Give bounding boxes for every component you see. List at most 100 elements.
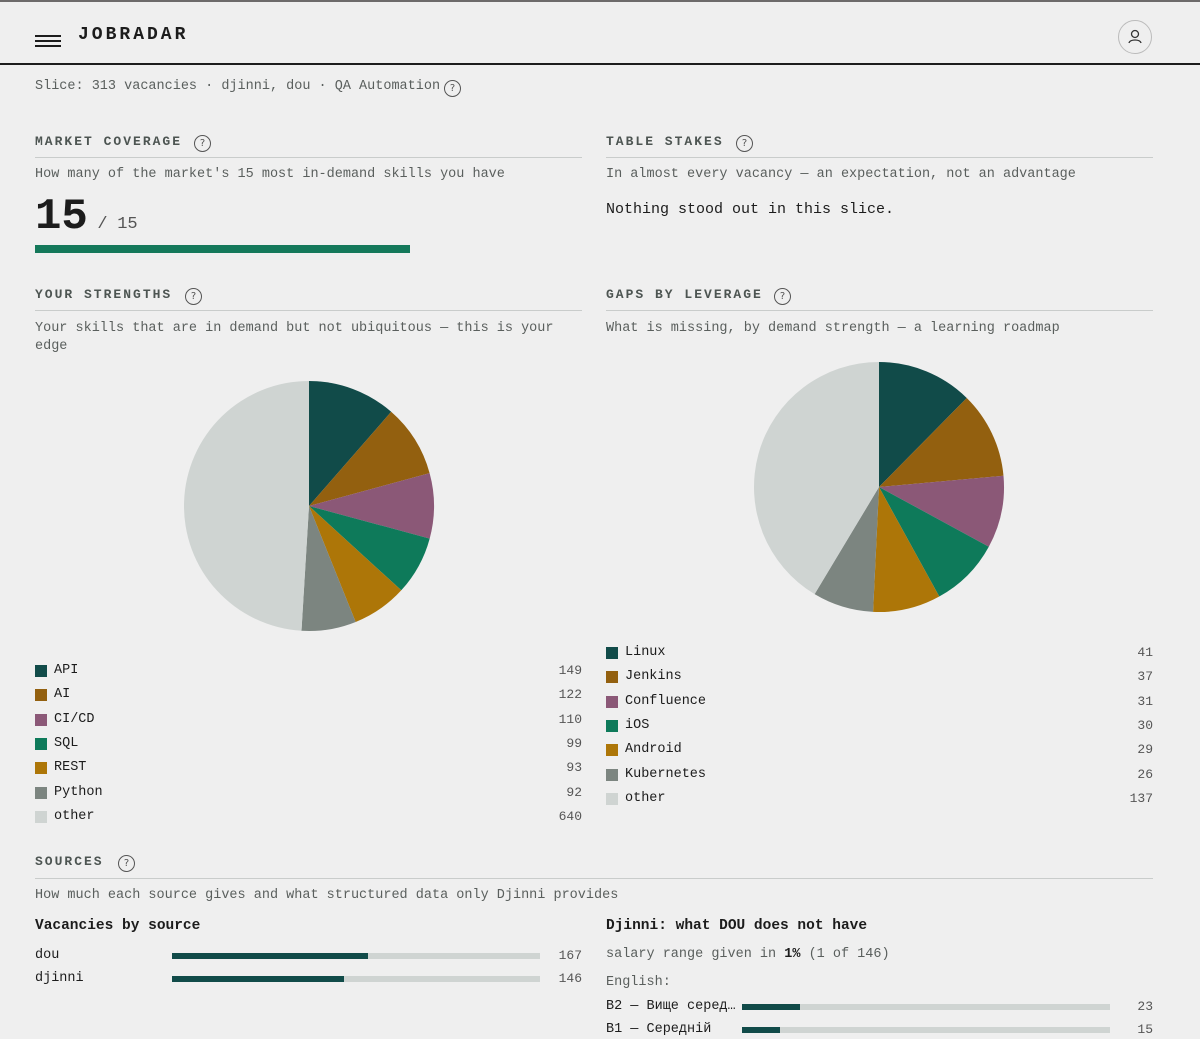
total: 15 <box>117 215 138 234</box>
bar-value: 167 <box>558 948 582 963</box>
bar-track <box>172 976 540 982</box>
bar <box>742 1004 800 1010</box>
legend-swatch <box>606 744 618 757</box>
legend-label: Python <box>54 784 103 800</box>
bar <box>742 1027 780 1033</box>
legend-swatch <box>606 671 618 684</box>
rule <box>35 878 1153 879</box>
help[interactable]: ? <box>736 135 753 152</box>
legend-swatch <box>606 647 618 659</box>
legend-label: iOS <box>625 717 650 733</box>
text: salary range given in <box>606 947 777 962</box>
pie-slice <box>309 506 402 622</box>
menu-button[interactable] <box>34 34 62 48</box>
legend-value: 110 <box>558 711 582 727</box>
legend-value: 99 <box>566 735 582 751</box>
legend-swatch <box>35 786 47 799</box>
pie-slice <box>309 411 430 506</box>
legend-label: Linux <box>625 645 666 660</box>
legend-value: 41 <box>1137 645 1153 660</box>
bar <box>172 976 344 982</box>
block-title: Vacancies by source <box>35 918 201 934</box>
bar <box>172 953 369 959</box>
legend-swatch <box>35 762 47 775</box>
help[interactable]: ? <box>194 135 211 152</box>
section-title: YOUR STRENGTHS <box>35 287 173 302</box>
legend-value: 640 <box>558 808 582 824</box>
pie-slice <box>814 487 879 612</box>
subtitle: How many of the market's 15 most in-dema… <box>35 167 505 182</box>
coverage-track <box>35 245 410 253</box>
legend-swatch <box>606 719 618 732</box>
pie-slice <box>879 362 967 487</box>
rule <box>606 157 1153 158</box>
legend-swatch <box>35 665 47 677</box>
pie-slice <box>309 506 430 591</box>
bar-label: B1 — Середній <box>606 1022 712 1037</box>
legend-value: 137 <box>1129 790 1153 806</box>
subtitle: What is missing, by demand strength — a … <box>606 321 1060 336</box>
legend-label: AI <box>54 687 71 703</box>
bar-track <box>172 953 540 959</box>
legend-label: Confluence <box>625 693 707 709</box>
block-title: Djinni: what DOU does not have <box>606 918 868 934</box>
legend-value: 122 <box>558 687 582 703</box>
legend-value: 92 <box>566 784 582 800</box>
rule <box>606 310 1153 311</box>
legend-value: 30 <box>1137 717 1153 733</box>
legend-label: other <box>54 808 95 824</box>
separator: / <box>97 215 108 234</box>
message: Nothing stood out in this slice. <box>606 201 895 218</box>
coverage-score: 15 / 15 <box>35 193 138 249</box>
pie-slice <box>309 473 435 539</box>
legend-label: Kubernetes <box>625 766 707 782</box>
have: 15 <box>35 192 88 242</box>
legend-value: 149 <box>558 663 582 678</box>
help[interactable]: ? <box>444 80 461 97</box>
coverage-fill <box>35 245 410 253</box>
pie-slice <box>183 381 309 631</box>
salary-info: salary range given in 1% (1 of 146) <box>606 946 890 964</box>
legend-swatch <box>606 792 618 805</box>
user-button[interactable] <box>1117 19 1153 55</box>
legend-swatch <box>35 737 47 750</box>
pie-charts <box>183 362 1005 631</box>
legend-value: 29 <box>1137 742 1153 758</box>
subtitle: In almost every vacancy — an expectation… <box>606 167 1076 182</box>
legend-label: Android <box>625 742 682 758</box>
bar-value: 146 <box>558 971 582 986</box>
legend-swatch <box>606 695 618 708</box>
legend-value: 37 <box>1137 669 1153 685</box>
legend-swatch <box>35 713 47 726</box>
pct: 1% <box>784 947 801 962</box>
slice-info: Slice: 313 vacancies · djinni, dou · QA … <box>35 79 441 94</box>
pie-slice <box>879 397 1004 487</box>
bar-track <box>742 1004 1110 1010</box>
section-title: SOURCES <box>35 854 104 869</box>
brand: JOBRADAR <box>78 25 189 45</box>
pie-slice <box>754 362 879 595</box>
section-title: MARKET COVERAGE <box>35 134 183 149</box>
legend-value: 93 <box>566 760 582 776</box>
header-rule <box>0 63 1200 65</box>
bar-value: 15 <box>1137 1022 1153 1037</box>
section-title: GAPS BY LEVERAGE <box>606 287 763 302</box>
legend-label: CI/CD <box>54 711 95 727</box>
bar-label: B2 — Вище серед… <box>606 999 736 1014</box>
legend-swatch <box>35 689 47 702</box>
rule <box>35 310 582 311</box>
legend-swatch <box>606 768 618 781</box>
legend-value: 31 <box>1137 693 1153 709</box>
help[interactable]: ? <box>774 288 791 305</box>
text: (1 of 146) <box>808 947 890 962</box>
legend-swatch <box>35 810 47 823</box>
pie-slice <box>301 506 356 631</box>
rule <box>35 157 582 158</box>
help[interactable]: ? <box>118 855 135 872</box>
help[interactable]: ? <box>185 288 202 305</box>
pie-slice <box>873 487 940 612</box>
top-border <box>0 0 1200 2</box>
bar-value: 23 <box>1137 999 1153 1014</box>
legend-label: Jenkins <box>625 669 682 685</box>
